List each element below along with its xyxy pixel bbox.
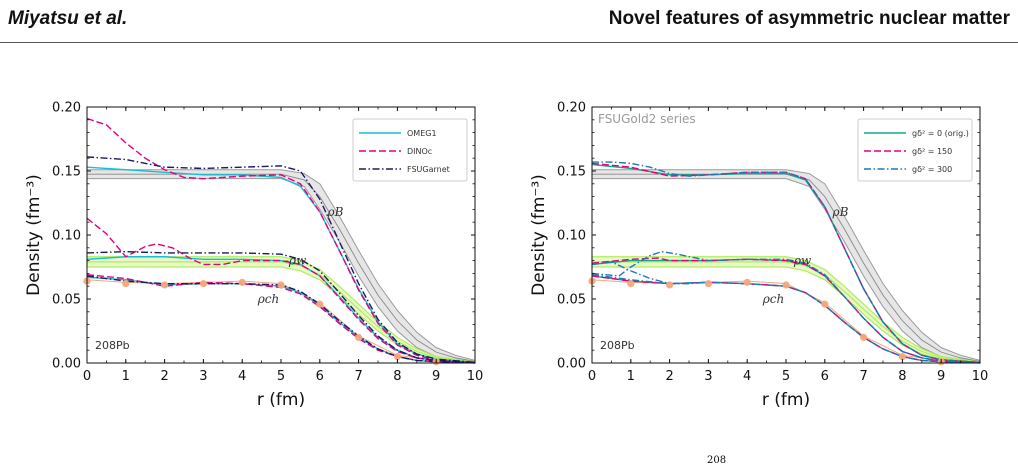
- charge-data-point-2: [161, 281, 169, 289]
- charge-data-point-1: [122, 280, 130, 288]
- charge-data-point-5: [782, 281, 790, 289]
- series-2-rhoB-line: [86, 156, 476, 364]
- rhoCh-label: ρch: [762, 292, 785, 306]
- nucleus-label: 208Pb: [95, 339, 130, 352]
- y-tick-label-4: 0.20: [52, 101, 81, 116]
- header-paper-title: Novel features of asymmetric nuclear mat…: [608, 8, 1010, 29]
- x-tick-label-3: 3: [199, 369, 207, 384]
- x-tick-label-5: 5: [277, 369, 285, 384]
- header-rule: [0, 42, 1018, 43]
- legend-entry-1: gδ² = 150: [912, 147, 952, 156]
- x-tick-label-8: 8: [393, 369, 401, 384]
- y-axis-label: Density (fm⁻³): [529, 174, 549, 296]
- rhoW-label: -ρw: [790, 254, 812, 268]
- x-tick-label-6: 6: [316, 369, 324, 384]
- y-tick-label-4: 0.20: [557, 101, 586, 116]
- charge-data-point-8: [898, 353, 906, 361]
- charge-data-point-8: [393, 353, 401, 361]
- series-1-rhoW-line: [591, 257, 981, 364]
- legend-entry-2: gδ² = 300: [912, 165, 952, 174]
- x-tick-label-7: 7: [859, 369, 867, 384]
- x-tick-label-9: 9: [937, 369, 945, 384]
- rhoW-reference-line: [592, 261, 981, 363]
- charge-data-point-5: [277, 281, 285, 289]
- left-density-chart: 0.00 0.05 0.10 0.15 0.20 0 1 2 3 4 5 6 7 8 9 10 Density …: [24, 101, 484, 411]
- x-tick-label-4: 4: [238, 369, 246, 384]
- y-axis-label: Density (fm⁻³): [24, 174, 44, 296]
- x-tick-label-0: 0: [83, 369, 91, 384]
- charge-data-point-7: [860, 333, 868, 341]
- x-tick-label-1: 1: [627, 369, 635, 384]
- y-tick-label-0: 0.00: [557, 357, 586, 372]
- x-tick-label-3: 3: [704, 369, 712, 384]
- rhoB-label: ρB: [832, 205, 849, 219]
- y-tick-label-2: 0.10: [557, 229, 586, 244]
- rhoCh-label: ρch: [257, 292, 280, 306]
- charge-data-point-4: [238, 278, 246, 286]
- charge-data-point-6: [821, 300, 829, 308]
- y-tick-label-2: 0.10: [52, 229, 81, 244]
- x-tick-label-9: 9: [432, 369, 440, 384]
- charge-data-point-3: [199, 280, 207, 288]
- nucleus-label: 208Pb: [600, 339, 635, 352]
- y-tick-label-3: 0.15: [52, 165, 81, 180]
- legend-entry-1: DINOc: [407, 147, 432, 156]
- x-tick-label-6: 6: [821, 369, 829, 384]
- legend-entry-0: OMEG1: [407, 129, 437, 138]
- x-tick-label-10: 10: [972, 369, 989, 384]
- panel-note: FSUGold2 series: [598, 112, 696, 126]
- y-tick-label-1: 0.05: [557, 293, 586, 308]
- legend-entry-0: gδ² = 0 (orig.): [912, 129, 969, 138]
- series-2-rhoCh-line: [86, 275, 476, 364]
- extra-series-0-line: [591, 261, 709, 285]
- series-1-rhoCh-line: [86, 273, 476, 364]
- x-tick-label-10: 10: [467, 369, 484, 384]
- x-tick-label-2: 2: [160, 369, 168, 384]
- x-tick-label-7: 7: [354, 369, 362, 384]
- rhoW-label: -ρw: [285, 254, 307, 268]
- y-tick-label-1: 0.05: [52, 293, 81, 308]
- x-tick-label-0: 0: [588, 369, 596, 384]
- x-tick-label-1: 1: [122, 369, 130, 384]
- x-axis-label: r (fm): [762, 390, 810, 410]
- right-density-chart: 0.00 0.05 0.10 0.15 0.20 0 1 2 3 4 5 6 7 8 9 10 Density …: [529, 101, 989, 411]
- x-tick-label-5: 5: [782, 369, 790, 384]
- y-tick-label-0: 0.00: [52, 357, 81, 372]
- series-2-rhoB-line: [592, 161, 981, 364]
- charge-data-point-6: [316, 300, 324, 308]
- series-1-rhoB-line: [86, 117, 476, 364]
- legend-entry-2: FSUGarnet: [407, 165, 450, 174]
- header-authors: Miyatsu et al.: [8, 8, 128, 29]
- legend-box: [857, 118, 973, 182]
- x-tick-label-2: 2: [665, 369, 673, 384]
- charge-data-point-3: [704, 280, 712, 288]
- series-2-rhoW-line: [591, 250, 981, 364]
- y-tick-label-3: 0.15: [557, 165, 586, 180]
- x-tick-label-8: 8: [898, 369, 906, 384]
- charge-data-point-7: [355, 333, 363, 341]
- rhoB-label: ρB: [327, 205, 344, 219]
- charge-data-point-1: [627, 280, 635, 288]
- legend-box: [352, 118, 468, 182]
- rhoB-reference-line: [87, 173, 476, 362]
- series-1-rhoW-line: [86, 217, 476, 364]
- charge-data-point-4: [743, 278, 751, 286]
- charge-data-point-2: [666, 281, 674, 289]
- x-tick-label-4: 4: [743, 369, 751, 384]
- x-axis-label: r (fm): [257, 390, 305, 410]
- series-2-rhoW-line: [86, 250, 476, 364]
- caption-fragment: 208: [707, 455, 727, 466]
- rhoW-reference-line: [87, 261, 476, 363]
